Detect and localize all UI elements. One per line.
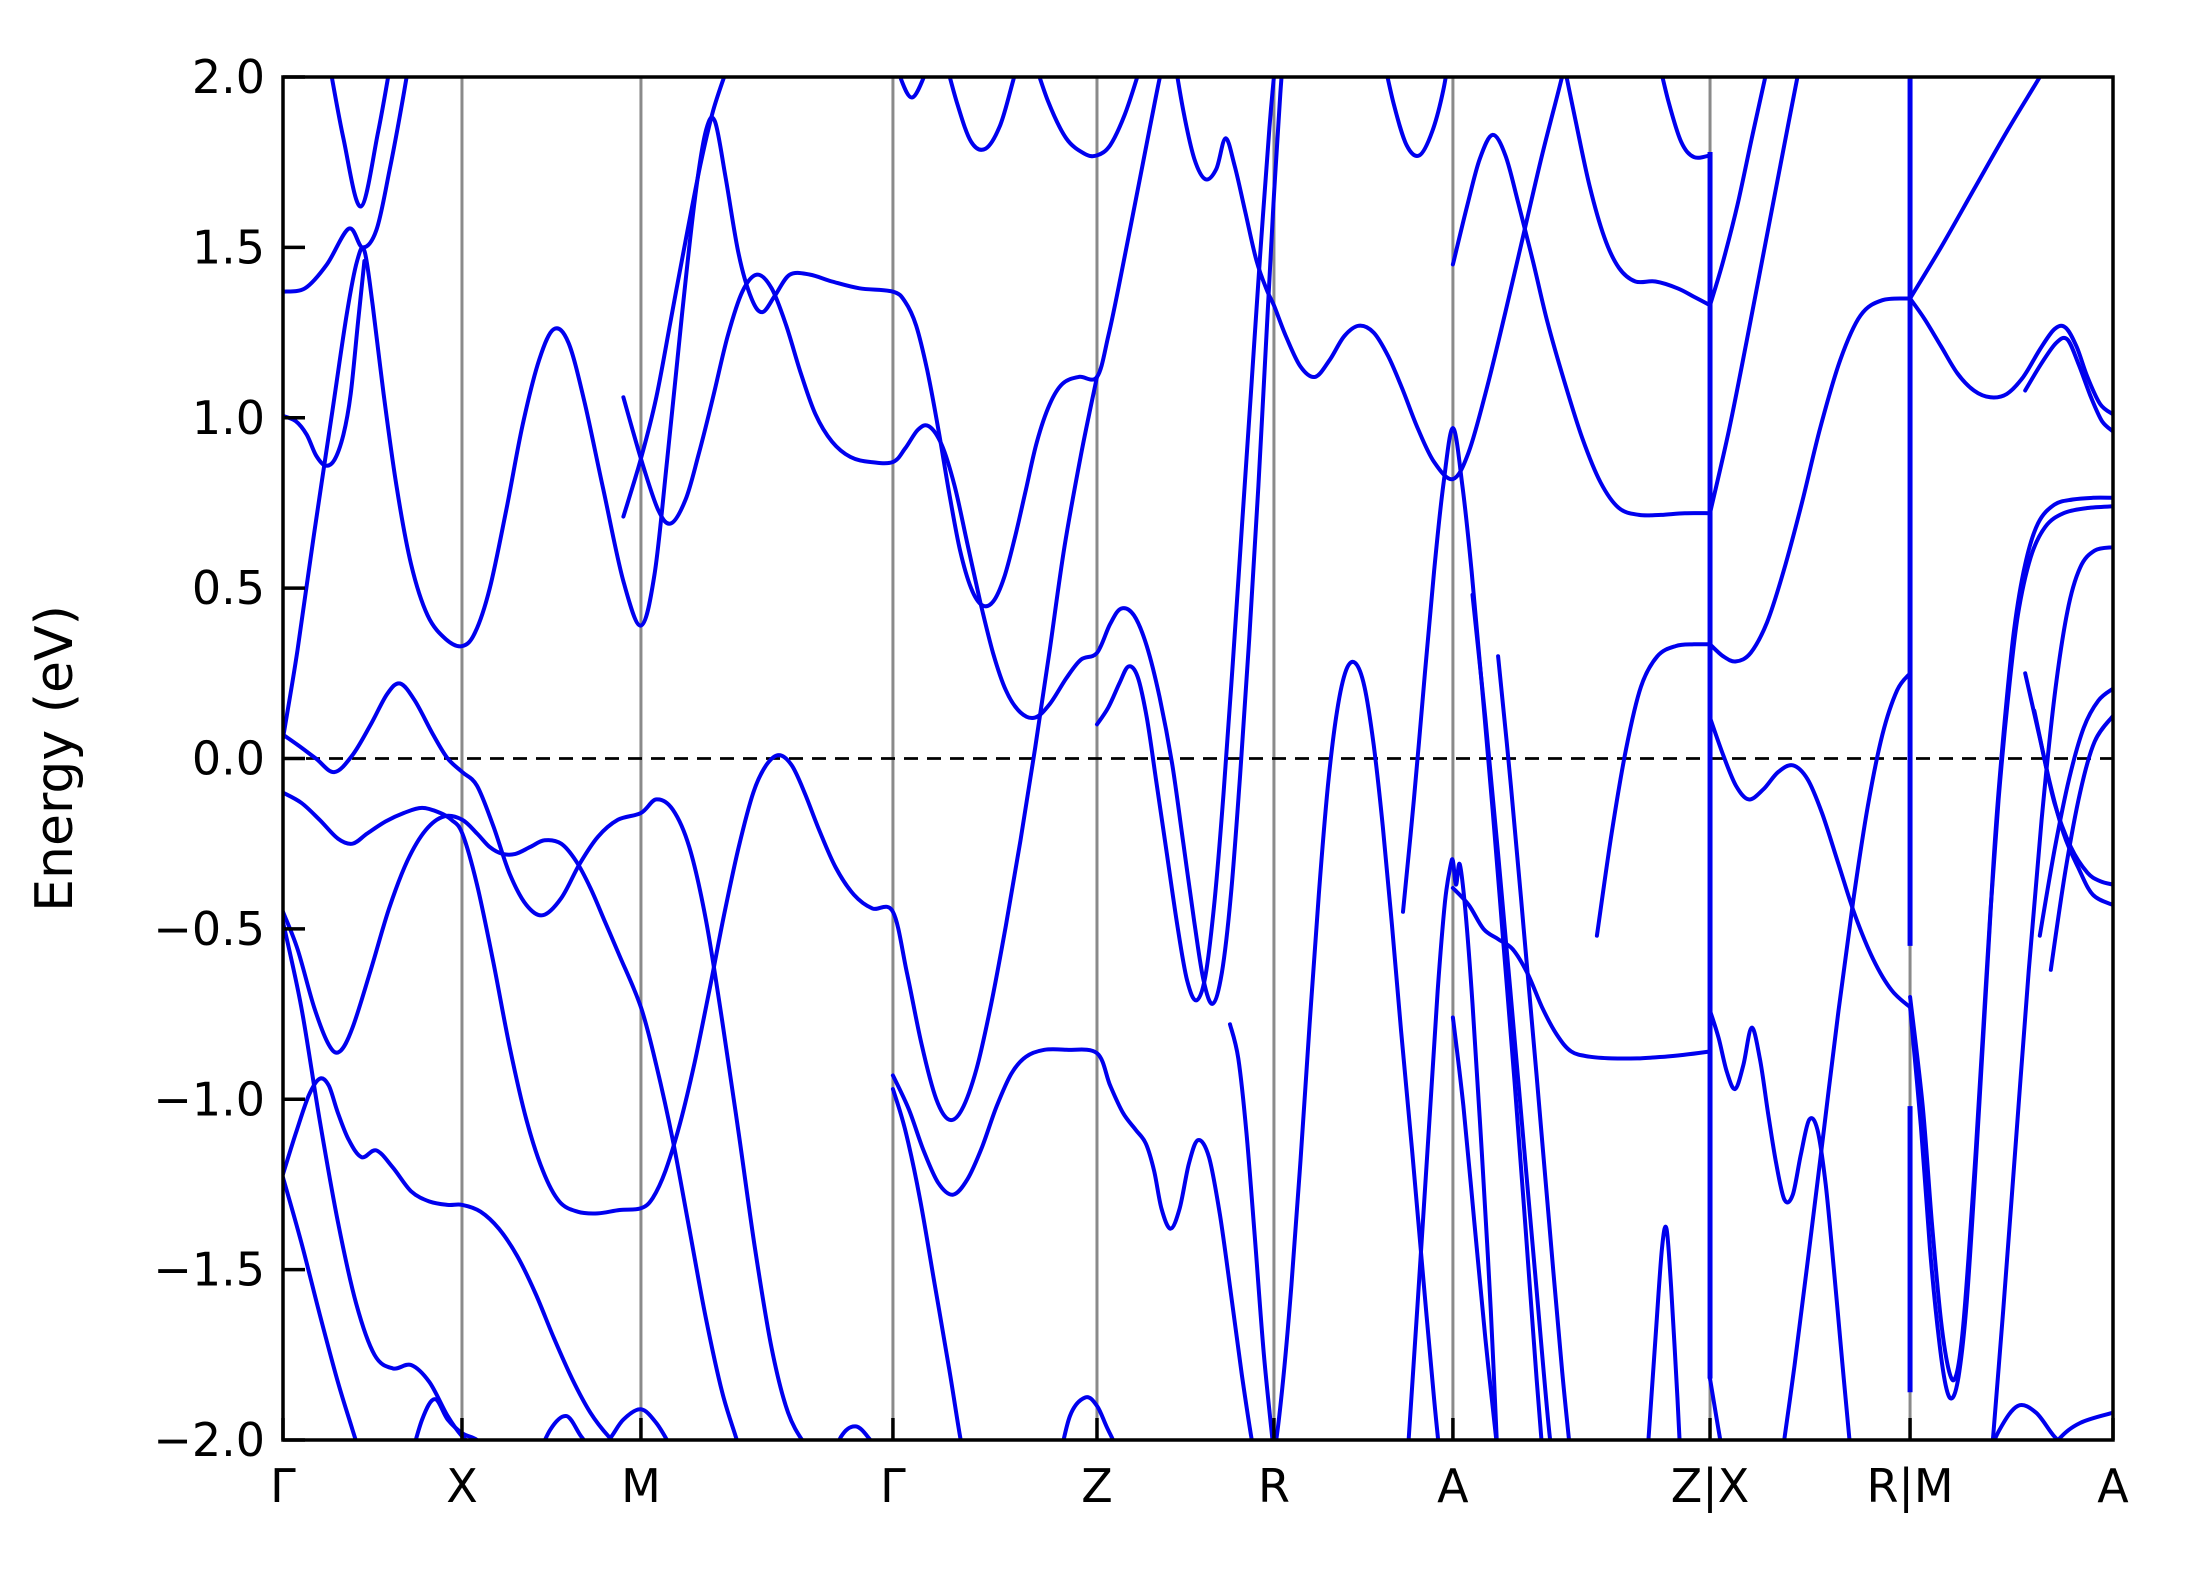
x-tick-label: Z [1081, 1459, 1113, 1513]
band-line [283, 1175, 358, 1440]
band-line [621, 77, 727, 519]
band-line [1385, 77, 1448, 158]
x-axis: Γ X M Γ Z R A Z|X R|M A [270, 1418, 2129, 1514]
band-line [1061, 1395, 1116, 1440]
band-line [2037, 686, 2113, 938]
y-tick-label: 1.0 [192, 391, 265, 445]
band-line [413, 1397, 481, 1440]
band-line [890, 1087, 963, 1440]
band-line [2032, 708, 2113, 907]
y-axis-title: Energy (eV) [25, 605, 85, 912]
band-line [1908, 296, 2113, 417]
band-line [283, 1076, 615, 1440]
band-line [2055, 1410, 2113, 1440]
band-line [283, 813, 739, 1440]
band-line [329, 77, 391, 209]
x-tick-label: Γ [880, 1459, 906, 1513]
x-tick-label: M [621, 1459, 661, 1513]
band-line [283, 681, 805, 1440]
y-axis: 2.0 1.5 1.0 0.5 0.0 −0.5 −1.0 −1.5 −2.0 [153, 50, 305, 1467]
y-tick-label: −0.5 [153, 902, 265, 956]
band-line [1450, 132, 1712, 518]
band-line [1470, 592, 1553, 1440]
band-line [283, 920, 470, 1440]
band-line [1708, 77, 1800, 516]
band-line [283, 259, 367, 468]
band-line [1406, 857, 1499, 1440]
band-line [1037, 77, 1140, 159]
band-line [1708, 77, 1768, 308]
band-line [1782, 671, 1913, 1440]
band-line [621, 77, 1284, 1006]
band-line [542, 1407, 670, 1440]
band-line [1908, 77, 2043, 301]
band-line [1708, 715, 1913, 1010]
band-line [947, 77, 1017, 152]
band-line [1401, 426, 1544, 1440]
band-line [1908, 495, 2113, 1401]
band-line [1992, 1403, 2061, 1440]
band-line [1990, 545, 2113, 1440]
x-tick-label: A [2097, 1459, 2129, 1513]
band-line [1095, 77, 1276, 1003]
band-line [1228, 1022, 1275, 1440]
band-line [283, 77, 1162, 741]
band-line [1564, 77, 1712, 308]
band-line [1594, 642, 1712, 938]
y-tick-label: 0.0 [192, 732, 265, 786]
band-line [2023, 335, 2113, 434]
y-tick-label: −2.0 [153, 1413, 265, 1467]
band-line [1908, 504, 2113, 1383]
band-line [1708, 1376, 1723, 1440]
band-line [283, 374, 1099, 1216]
band-line [1660, 77, 1712, 160]
y-tick-label: 1.5 [192, 220, 265, 274]
x-tick-label: R [1258, 1459, 1290, 1513]
plot-border [281, 75, 2115, 1442]
band-line [1708, 296, 1913, 664]
y-tick-label: −1.5 [153, 1243, 265, 1297]
band-line [1450, 886, 1712, 1061]
band-line [1496, 654, 1572, 1440]
band-line [283, 77, 409, 294]
y-tick-label: 0.5 [192, 561, 265, 615]
x-tick-label: Γ [270, 1459, 296, 1513]
x-tick-label: R|M [1866, 1459, 1953, 1514]
x-tick-label: X [446, 1459, 478, 1513]
x-tick-label: Z|X [1671, 1459, 1750, 1514]
band-line [1274, 659, 1441, 1440]
y-tick-label: 2.0 [192, 50, 265, 104]
x-tick-label: A [1437, 1459, 1469, 1513]
band-line [1175, 77, 1565, 482]
y-tick-label: −1.0 [153, 1072, 265, 1126]
band-line [898, 77, 927, 100]
band-line [2048, 713, 2113, 972]
band-lines [283, 77, 2113, 1440]
band-line [890, 1047, 1254, 1440]
band-line [1646, 1224, 1682, 1440]
band-line [1708, 1008, 1852, 1440]
